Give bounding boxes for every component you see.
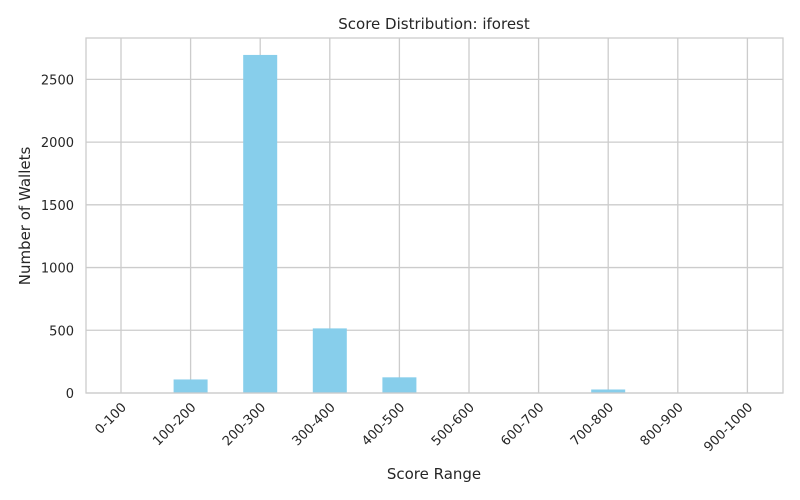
x-tick-label: 800-900 — [638, 400, 687, 449]
bar-100-200 — [173, 379, 208, 393]
plot-frame — [85, 37, 784, 394]
x-axis-label: Score Range — [387, 465, 481, 483]
y-tick-label: 2500 — [41, 73, 74, 88]
x-tick-label: 300-400 — [290, 400, 339, 449]
bar-700-800 — [591, 389, 626, 393]
y-tick-label: 500 — [49, 324, 74, 339]
x-tick-label: 100-200 — [150, 400, 199, 449]
bar-200-300 — [243, 54, 278, 393]
x-tick-label: 500-600 — [429, 400, 478, 449]
chart-title: Score Distribution: iforest — [338, 15, 530, 33]
x-tick-label: 200-300 — [220, 400, 269, 449]
y-tick-labels: 0 500 1000 1500 2000 2500 — [41, 73, 74, 402]
bar-layer — [173, 54, 626, 393]
x-tick-label: 400-500 — [359, 400, 408, 449]
bar-300-400 — [312, 328, 347, 393]
x-tick-label: 700-800 — [568, 400, 617, 449]
y-tick-label: 2000 — [41, 136, 74, 151]
y-axis-label: Number of Wallets — [16, 147, 34, 286]
x-tick-label: 900-1000 — [701, 400, 756, 455]
y-tick-label: 1000 — [41, 262, 74, 277]
x-tick-labels: 0-100 100-200 200-300 300-400 400-500 500-600… — [93, 400, 757, 455]
bar-400-500 — [382, 377, 417, 393]
x-tick-label: 0-100 — [93, 400, 130, 437]
y-tick-label: 1500 — [41, 199, 74, 214]
grid-layer — [86, 38, 783, 394]
y-tick-label: 0 — [66, 387, 74, 402]
x-tick-label: 600-700 — [498, 400, 547, 449]
